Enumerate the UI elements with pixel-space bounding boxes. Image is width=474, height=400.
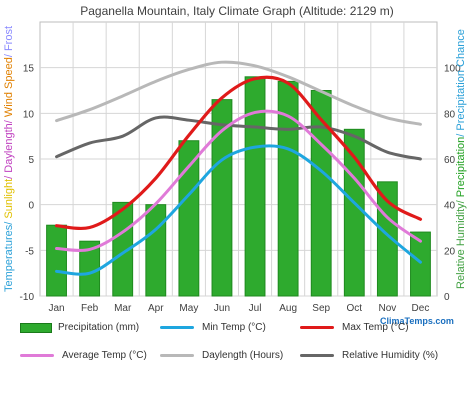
daylength-line bbox=[55, 60, 422, 126]
legend-swatch bbox=[160, 354, 194, 357]
y-tick-left: -5 bbox=[25, 246, 34, 257]
legend-label: Min Temp (°C) bbox=[202, 322, 266, 333]
precip-bar-dec bbox=[410, 231, 431, 297]
precip-bar-apr bbox=[145, 204, 167, 297]
legend-swatch bbox=[160, 326, 194, 329]
y-axis-label-right: Relative Humidity/ Precipitation/ Precip… bbox=[455, 29, 467, 289]
legend-swatch bbox=[20, 354, 54, 357]
x-tick-label: Feb bbox=[81, 303, 99, 314]
y-tick-right: 80 bbox=[444, 109, 456, 120]
legend-label: Average Temp (°C) bbox=[62, 350, 147, 361]
legend-label: Relative Humidity (%) bbox=[342, 350, 439, 361]
x-tick-label: Jul bbox=[249, 303, 262, 314]
legend-item-max-temp: Max Temp (°C) bbox=[300, 322, 409, 333]
y-axis-label-left-part: Wind Speed bbox=[3, 57, 15, 117]
max-temp-line bbox=[54, 75, 423, 231]
y-tick-right: 0 bbox=[444, 292, 450, 303]
y-axis-label-left-part: Temperatures/ bbox=[3, 219, 15, 292]
x-tick-label: Apr bbox=[148, 303, 164, 314]
precip-bar-jul bbox=[244, 76, 266, 297]
y-tick-left: 0 bbox=[28, 201, 34, 212]
x-tick-label: Aug bbox=[279, 303, 297, 314]
legend-label: Max Temp (°C) bbox=[342, 322, 409, 333]
precip-bar-jan bbox=[46, 224, 67, 297]
x-tick-label: Mar bbox=[114, 303, 132, 314]
x-tick-label: Jan bbox=[48, 303, 64, 314]
y-axis-label-right-part: Relative Humidity/ bbox=[455, 197, 467, 289]
precip-bar-mar bbox=[112, 201, 134, 297]
y-axis-label-left-part: / Frost bbox=[3, 26, 15, 57]
y-axis-label-left-part: Sunlight bbox=[3, 179, 15, 219]
y-axis-label-right-part: / Precipitation Chance bbox=[455, 29, 467, 137]
legend-item-precipitation: Precipitation (mm) bbox=[20, 322, 139, 333]
min-temp-line bbox=[55, 144, 422, 276]
y-tick-left: -10 bbox=[20, 292, 35, 303]
watermark-text: ClimaTemps.com bbox=[380, 316, 454, 326]
y-tick-right: 100 bbox=[444, 64, 461, 75]
average-temp-line bbox=[55, 109, 422, 252]
legend-item-relative-humidity: Relative Humidity (%) bbox=[300, 350, 438, 361]
y-tick-left: 10 bbox=[23, 109, 35, 120]
legend-item-min-temp: Min Temp (°C) bbox=[160, 322, 266, 333]
x-tick-label: Jun bbox=[214, 303, 230, 314]
x-tick-label: Sep bbox=[312, 303, 330, 314]
precip-bar-may bbox=[178, 140, 200, 297]
y-axis-label-left: Temperatures/ Sunlight/ Daylength/ Wind … bbox=[3, 26, 15, 292]
x-tick-label: May bbox=[179, 303, 198, 314]
legend-item-daylength: Daylength (Hours) bbox=[160, 350, 283, 361]
x-tick-label: Dec bbox=[412, 303, 430, 314]
y-axis-label-left-part: / Daylength/ bbox=[3, 117, 15, 179]
y-tick-left: 15 bbox=[23, 64, 35, 75]
legend-label: Daylength (Hours) bbox=[202, 350, 284, 361]
y-tick-right: 60 bbox=[444, 155, 456, 166]
x-tick-label: Nov bbox=[378, 303, 396, 314]
chart-title: Paganella Mountain, Italy Climate Graph … bbox=[80, 4, 394, 18]
legend-swatch bbox=[20, 322, 52, 333]
y-tick-right: 20 bbox=[444, 246, 456, 257]
x-tick-label: Oct bbox=[347, 303, 363, 314]
precip-bar-oct bbox=[343, 128, 365, 297]
legend-label: Precipitation (mm) bbox=[58, 322, 140, 333]
y-tick-right: 40 bbox=[444, 201, 456, 212]
legend-item-average-temp: Average Temp (°C) bbox=[20, 350, 147, 361]
y-axis-label-right-part: Precipitation bbox=[455, 137, 467, 198]
relative-humidity-line bbox=[55, 115, 422, 161]
y-tick-left: 5 bbox=[28, 155, 34, 166]
legend-swatch bbox=[300, 354, 334, 357]
legend-swatch bbox=[300, 326, 334, 329]
